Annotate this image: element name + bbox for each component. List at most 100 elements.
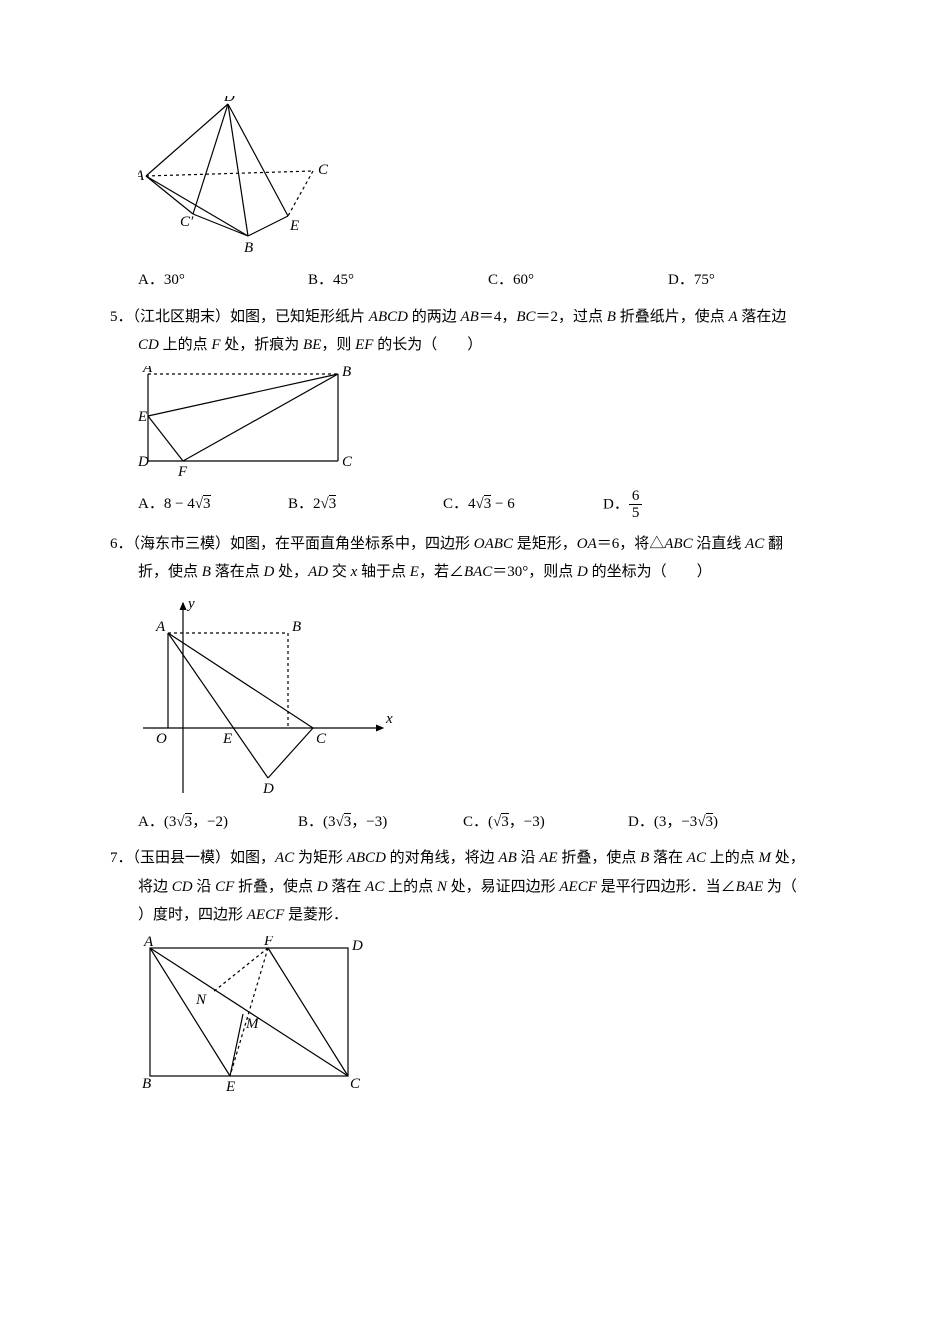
q6-line2: 折，使点 B 落在点 D 处，AD 交 x 轴于点 E，若∠BAC＝30°，则点…: [110, 558, 840, 587]
q4-opt-D: D．75°: [668, 266, 788, 295]
q4-svg: D A C′ B E C: [138, 96, 338, 256]
q5-ptA: A: [728, 309, 737, 325]
q7-t8: 处，: [771, 850, 805, 866]
q5-abcd: ABCD: [369, 309, 408, 325]
q5B-val: 2√3: [313, 495, 336, 512]
q6B-pre: B．: [298, 814, 323, 830]
q5C-v: 4: [468, 496, 476, 512]
q7-ptB: B: [640, 850, 649, 866]
q6A-pre: A．: [138, 814, 164, 830]
q5-optA: A．8 − 4√3: [138, 490, 288, 519]
q7-line2: 将边 CD 沿 CF 折叠，使点 D 落在 AC 上的点 N 处，易证四边形 A…: [110, 873, 840, 902]
q7-t5: 折叠，使点: [558, 850, 641, 866]
q5C-pre: C．: [443, 496, 468, 512]
q7-lA: A: [143, 936, 154, 950]
q6C-s: 3: [501, 813, 509, 830]
q7-lE: E: [225, 1079, 235, 1095]
q5C-post: − 6: [491, 496, 514, 512]
q6-t10: ，若∠: [419, 564, 464, 580]
q5-svg: A B C D E F: [138, 366, 358, 478]
q6-t6: 落在点: [211, 564, 264, 580]
q6-lD: D: [262, 781, 274, 797]
q7-bae: BAE: [736, 879, 764, 895]
q6-optA: A．(3√3，−2): [138, 808, 298, 837]
q6-num: 6．: [110, 536, 133, 552]
q6D-p: ): [713, 814, 718, 830]
q7-lN: N: [195, 992, 207, 1008]
q5C-val: 4√3 − 6: [468, 495, 515, 512]
q5-source: （江北区期末）: [133, 309, 231, 325]
q6-bac: BAC: [464, 564, 492, 580]
lbl-D: D: [223, 96, 235, 105]
q7-t2: 为矩形: [294, 850, 347, 866]
q7-lC: C: [350, 1076, 361, 1092]
q7-ptD: D: [317, 879, 328, 895]
q6-options: A．(3√3，−2) B．(3√3，−3) C．(√3，−3) D．(3，−3√…: [110, 808, 840, 837]
q7-t18: 是菱形．: [284, 907, 348, 923]
q5-num: 5．: [110, 309, 133, 325]
q5-optD: D．65: [603, 488, 723, 522]
q7: 7．（玉田县一模）如图，AC 为矩形 ABCD 的对角线，将边 AB 沿 AE …: [110, 844, 840, 930]
q5-line2: CD 上的点 F 处，折痕为 BE，则 EF 的长为（ ）: [110, 331, 840, 360]
q6C-v: (: [488, 814, 493, 830]
q5A-pre: A．: [138, 496, 164, 512]
q5-cd: CD: [138, 337, 159, 353]
q5-ptB: B: [607, 309, 616, 325]
q6-figure: O A B C D E x y: [110, 593, 840, 798]
q7-ab: AB: [498, 850, 516, 866]
q6-t9: 轴于点: [357, 564, 410, 580]
q5B-pre: B．: [288, 496, 313, 512]
q7-lB: B: [142, 1076, 151, 1092]
lbl-C: C: [318, 162, 329, 178]
q6D-pre: D．: [628, 814, 654, 830]
q6: 6．（海东市三模）如图，在平面直角坐标系中，四边形 OABC 是矩形，OA＝6，…: [110, 530, 840, 587]
q5-ptF: F: [211, 337, 220, 353]
q7-aecf2: AECF: [247, 907, 285, 923]
q5-optB: B．2√3: [288, 490, 443, 519]
q7-source: （玉田县一模）: [133, 850, 231, 866]
q5D-frac: 65: [629, 488, 643, 522]
q7-lF: F: [263, 936, 274, 949]
lbl-B: B: [244, 240, 253, 256]
q6-lE: E: [222, 731, 232, 747]
q7-t4: 沿: [517, 850, 540, 866]
q7-t1: 如图，: [230, 850, 275, 866]
q5D-pre: D．: [603, 496, 629, 512]
q5-bc: BC: [516, 309, 535, 325]
q5B-v: 2: [313, 496, 321, 512]
q6-oabc: OABC: [474, 536, 513, 552]
q5-t5: 上的点: [159, 337, 212, 353]
q7-ptN: N: [437, 879, 447, 895]
q5D-den: 5: [629, 505, 643, 522]
q5-t4: 落在边: [738, 309, 787, 325]
q5-lF: F: [177, 464, 188, 478]
q7-t12: 落在: [328, 879, 366, 895]
q7-t10: 沿: [193, 879, 216, 895]
q7-t17: ）度时，四边形: [138, 907, 247, 923]
q5A-v: 8 − 4: [164, 496, 195, 512]
q5-t7: ，则: [321, 337, 355, 353]
q6-t5: 折，使点: [138, 564, 202, 580]
q4-opt-C: C．60°: [488, 266, 668, 295]
q6A-p: ，−2): [192, 814, 228, 830]
q6-lO: O: [156, 731, 167, 747]
q7-lD: D: [351, 938, 363, 954]
q6-t4: 翻: [764, 536, 783, 552]
q6-ly: y: [186, 596, 195, 612]
q6-lA: A: [155, 619, 166, 635]
q5-t8: 的长为（ ）: [373, 337, 482, 353]
q7-lM: M: [245, 1016, 260, 1032]
lbl-E: E: [289, 218, 299, 234]
q5B-sqrt: 3: [329, 495, 337, 512]
q6-ad: AD: [308, 564, 328, 580]
q6A-s: 3: [185, 813, 193, 830]
q7-svg: A D B C F E M N: [138, 936, 368, 1096]
q7-ac: AC: [275, 850, 294, 866]
q7-t13: 上的点: [384, 879, 437, 895]
q6-ptD: D: [263, 564, 274, 580]
q7-t15: 是平行四边形．当∠: [597, 879, 736, 895]
lbl-A: A: [138, 168, 145, 184]
q7-cf: CF: [215, 879, 234, 895]
q5-lA: A: [142, 366, 153, 376]
q7-abcd: ABCD: [347, 850, 386, 866]
